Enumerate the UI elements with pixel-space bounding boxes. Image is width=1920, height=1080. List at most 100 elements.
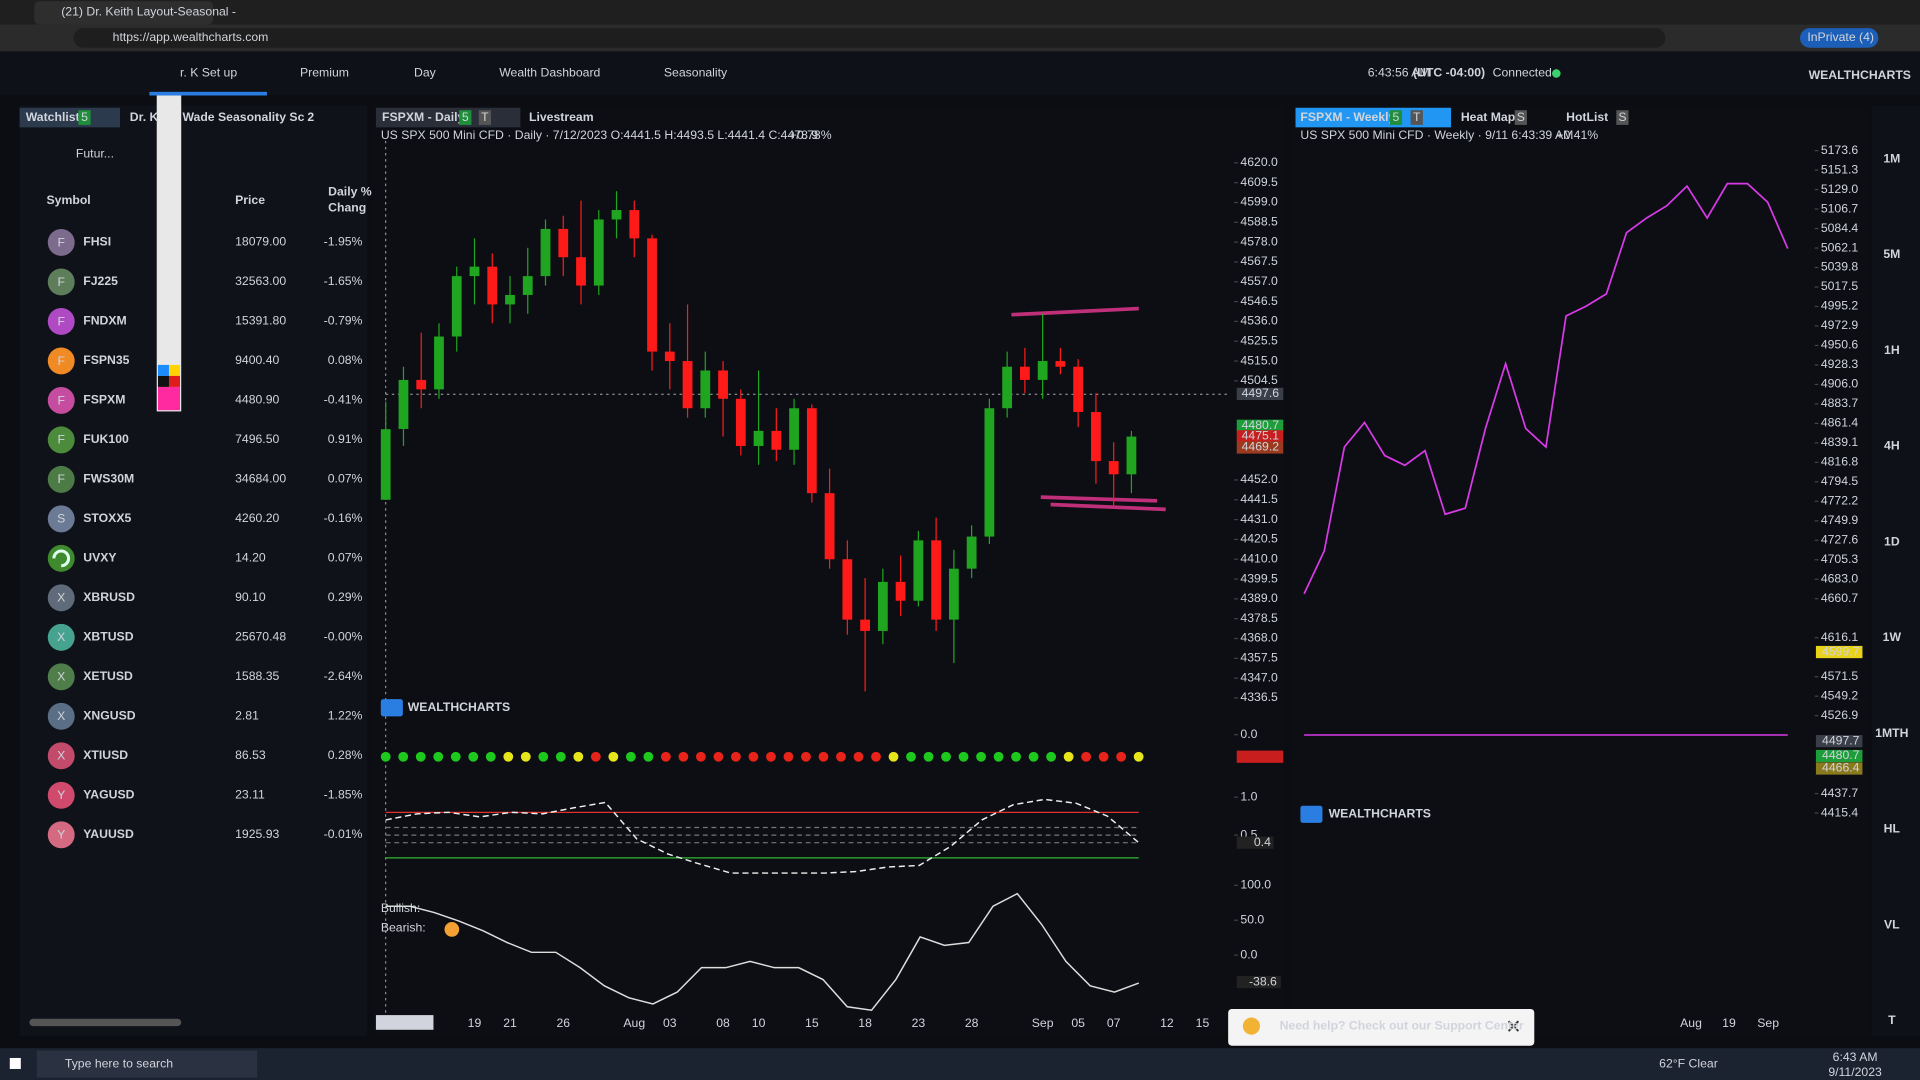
inprivate-badge[interactable] [1800, 28, 1879, 48]
nav-tab[interactable]: Premium [300, 66, 349, 80]
symbol[interactable]: STOXX5 [83, 511, 131, 525]
nav-tab[interactable]: Seasonality [664, 66, 728, 80]
timeframe[interactable]: 5M [1883, 247, 1900, 261]
symbol[interactable]: FSPN35 [83, 353, 129, 367]
candle-body [1073, 366, 1084, 413]
nav-time: 6:43:56 AM [1368, 66, 1430, 80]
timeframe[interactable]: 1MTH [1875, 726, 1908, 740]
nav-tab[interactable]: Day [414, 66, 437, 80]
chart-tab[interactable]: Livestream [529, 110, 594, 124]
symbol[interactable]: FSPXM [83, 393, 125, 407]
candle-body [806, 408, 817, 494]
toast-text[interactable]: Need help? Check out our Support Center [1280, 1018, 1524, 1032]
y-tick-label: 4389.0 [1240, 591, 1278, 605]
symbol[interactable]: XNGUSD [83, 709, 136, 723]
symbol[interactable]: FHSI [83, 235, 111, 249]
candle-body [664, 351, 675, 362]
chart-tab[interactable]: FSPXM - Weekly [1300, 110, 1395, 124]
price-tag [1815, 645, 1863, 659]
badge: S [1517, 110, 1525, 124]
badge [459, 110, 472, 125]
signal-dot [1081, 751, 1092, 762]
watchlist-tab[interactable]: Dr. K [130, 110, 159, 124]
symbol[interactable]: UVXY [83, 551, 116, 565]
symbol[interactable]: FWS30M [83, 472, 134, 486]
symbol[interactable]: FUK100 [83, 432, 129, 446]
timeframe[interactable]: VL [1884, 917, 1900, 931]
symbol[interactable]: YAUUSD [83, 827, 134, 841]
candle-body [416, 379, 427, 390]
price-tag-label: 4497.6 [1242, 386, 1280, 400]
signal-dot [1098, 751, 1109, 762]
price-tag-label: 4475.1 [1242, 429, 1280, 443]
badge [78, 110, 91, 125]
nav-tab[interactable]: Wealth Dashboard [499, 66, 600, 80]
y-tick-label: 4928.3 [1821, 357, 1859, 371]
symbol-icon-letter: F [57, 235, 64, 249]
signal-dot [643, 751, 654, 762]
timeframe[interactable]: T [1888, 1013, 1896, 1027]
drawing-toolbar[interactable] [156, 95, 182, 412]
signal-dot [520, 751, 531, 762]
browser-tab[interactable] [34, 1, 214, 25]
nav-tab[interactable]: r. K Set up [180, 66, 237, 80]
candle-body [1055, 361, 1066, 367]
url-field[interactable] [73, 28, 1666, 48]
y-tick-label: 4727.6 [1821, 533, 1859, 547]
search-box[interactable] [36, 1050, 258, 1078]
y-tick-label: 4620.0 [1240, 155, 1278, 169]
watchlist-tab[interactable]: Watchlist [26, 110, 80, 124]
watchlist-tab[interactable]: Wade Seasonality Sc [182, 110, 304, 124]
symbol[interactable]: YAGUSD [83, 788, 134, 802]
candle-body [558, 228, 569, 258]
tab-title[interactable]: (21) Dr. Keith Layout-Seasonal - [61, 4, 236, 18]
symbol-icon [47, 623, 75, 651]
signal-dot [713, 751, 724, 762]
price-line [1303, 182, 1789, 595]
x-tick-label: 15 [1196, 1016, 1210, 1030]
taskbar [0, 1048, 1920, 1080]
scrollbar[interactable] [29, 1018, 182, 1027]
y-tick-label: 4515.0 [1240, 353, 1278, 367]
filter[interactable]: Futur... [76, 147, 114, 161]
signal-dot [871, 751, 881, 762]
swatch[interactable] [168, 364, 180, 376]
price: 9400.40 [235, 353, 279, 367]
symbol[interactable]: XETUSD [83, 669, 133, 683]
y-tick-label: 4336.5 [1240, 690, 1278, 704]
toast-close[interactable] [1507, 1020, 1520, 1032]
candle-body [1108, 461, 1119, 475]
timeframe[interactable]: 4H [1884, 439, 1900, 453]
symbol-icon [47, 742, 75, 770]
symbol[interactable]: FJ225 [83, 274, 118, 288]
signal-dot [1011, 751, 1021, 762]
swatch[interactable] [157, 364, 169, 376]
symbol[interactable]: XTIUSD [83, 748, 128, 762]
chart-tab[interactable]: FSPXM - Daily [382, 110, 464, 124]
swatch[interactable] [157, 386, 180, 411]
url[interactable]: https://app.wealthcharts.com [113, 30, 269, 44]
swatch[interactable] [157, 375, 169, 387]
timeframe[interactable]: 1W [1883, 630, 1902, 644]
symbol-icon [47, 386, 75, 414]
toast[interactable] [1228, 1008, 1535, 1046]
start-button[interactable] [9, 1057, 21, 1069]
symbol[interactable]: FNDXM [83, 314, 127, 328]
timeframe[interactable]: HL [1884, 822, 1901, 836]
symbol[interactable]: XBRUSD [83, 590, 135, 604]
inprivate[interactable]: InPrivate (4) [1807, 30, 1874, 44]
timeframe[interactable]: 1H [1884, 343, 1900, 357]
browser-tabbar [0, 0, 1920, 25]
watchlist-tab[interactable] [19, 107, 121, 128]
candle-body [913, 540, 924, 601]
chart-tab[interactable]: Heat Map [1461, 110, 1515, 124]
chart-tab[interactable]: HotList [1566, 110, 1608, 124]
symbol-icon [47, 307, 75, 335]
timeframe[interactable]: 1M [1883, 151, 1900, 165]
swatch[interactable] [168, 375, 180, 387]
timeframe[interactable]: 1D [1884, 534, 1900, 548]
header: Chang [328, 200, 366, 214]
symbol[interactable]: XBTUSD [83, 630, 133, 644]
search-text[interactable]: Type here to search [65, 1056, 173, 1070]
